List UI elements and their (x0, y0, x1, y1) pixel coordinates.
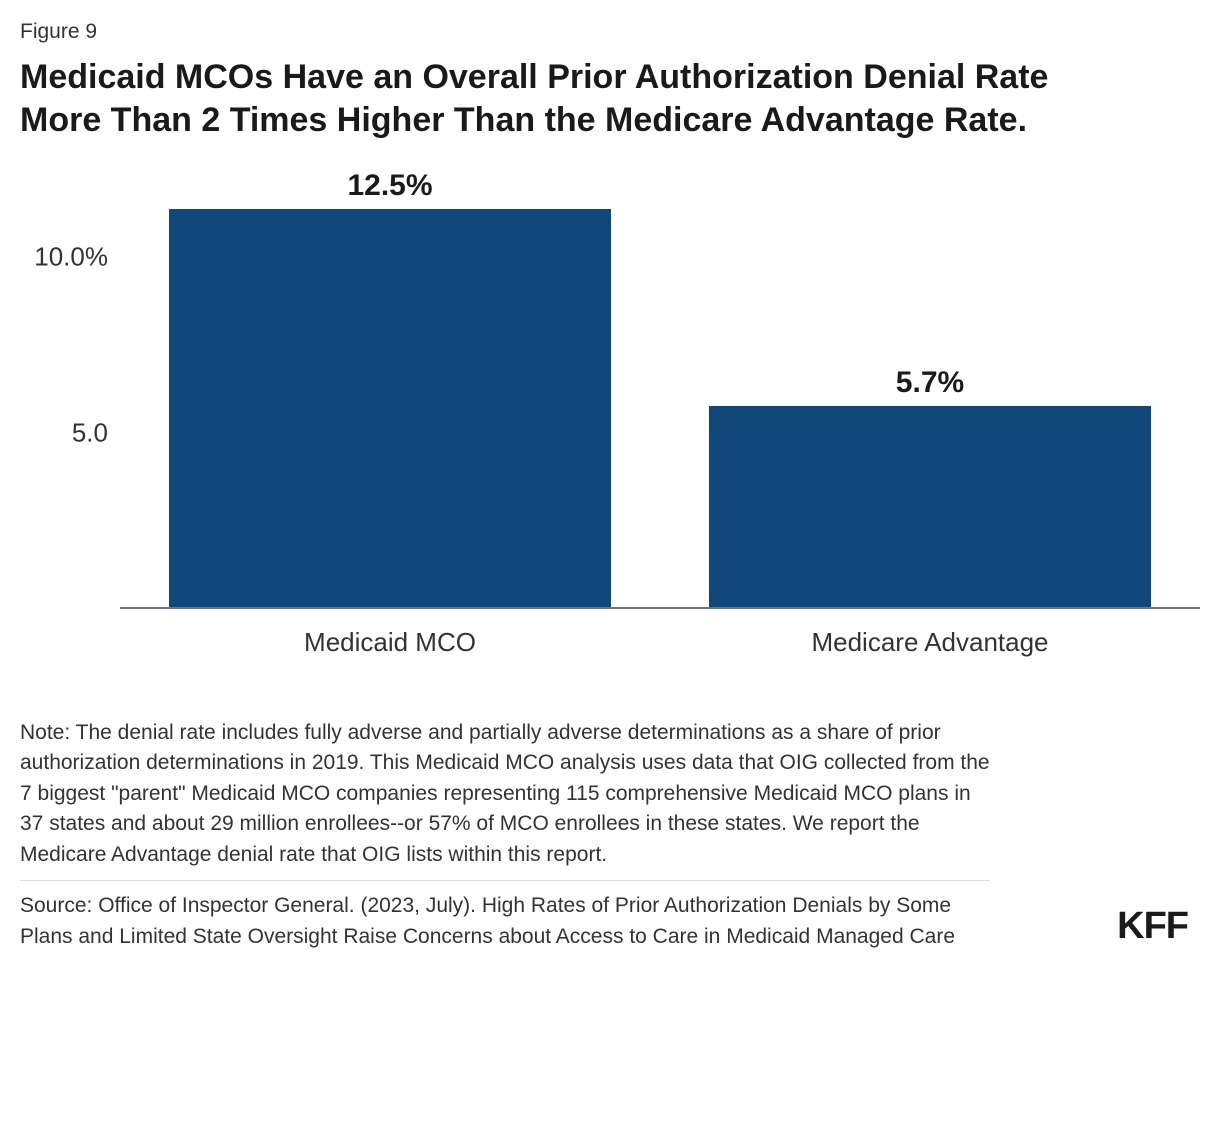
chart-headline: Medicaid MCOs Have an Overall Prior Auth… (20, 56, 1120, 141)
bar-value-label: 12.5% (347, 169, 432, 203)
footer-separator (20, 880, 990, 881)
y-axis-tick: 5.0 (72, 418, 108, 449)
bar-group: 12.5% (120, 169, 660, 607)
bar (709, 406, 1152, 607)
figure-label: Figure 9 (20, 20, 1200, 44)
x-axis-labels: Medicaid MCOMedicare Advantage (20, 627, 1200, 658)
chart-body: 5.0 10.0% 12.5% 5.7% (20, 169, 1200, 609)
kff-logo: KFF (1117, 905, 1188, 948)
y-axis: 5.0 10.0% (20, 169, 120, 609)
y-axis-tick: 10.0% (34, 242, 108, 273)
bar-group: 5.7% (660, 169, 1200, 607)
chart-plot-area: 12.5% 5.7% (120, 169, 1200, 609)
x-axis-label: Medicaid MCO (120, 627, 660, 658)
chart-footer: Note: The denial rate includes fully adv… (20, 718, 1200, 952)
bar (169, 209, 612, 607)
bar-chart: 5.0 10.0% 12.5% 5.7% Medicaid MCOMedicare … (20, 169, 1200, 658)
chart-source: Source: Office of Inspector General. (20… (20, 891, 990, 952)
bar-value-label: 5.7% (896, 366, 964, 400)
chart-note: Note: The denial rate includes fully adv… (20, 718, 990, 870)
x-axis-label: Medicare Advantage (660, 627, 1200, 658)
